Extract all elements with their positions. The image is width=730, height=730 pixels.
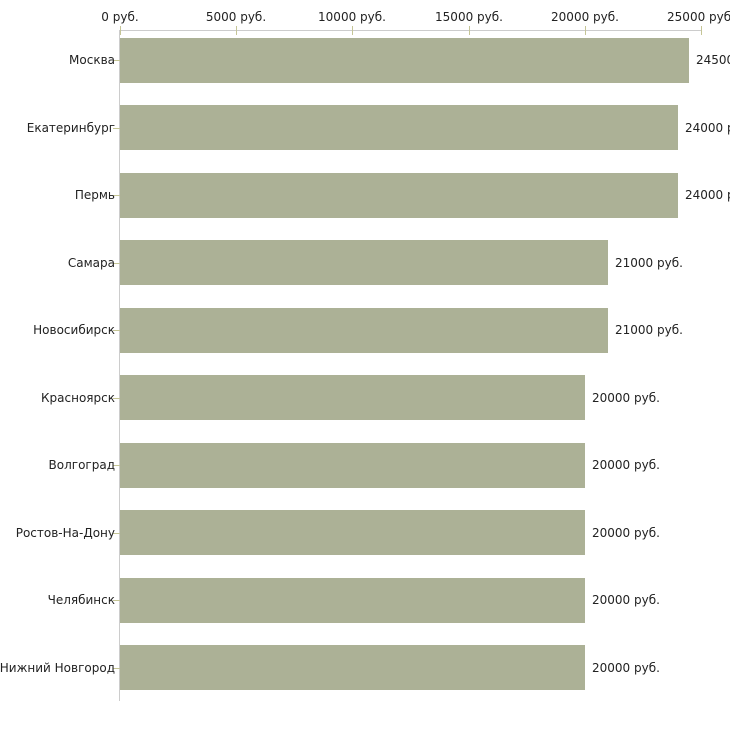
y-axis-tick — [113, 195, 120, 196]
value-label: 20000 руб. — [592, 458, 660, 472]
y-axis-tick — [113, 533, 120, 534]
bar — [120, 442, 585, 488]
value-label: 24500 руб. — [696, 53, 730, 67]
bar — [120, 37, 689, 83]
x-axis-tick — [236, 26, 237, 35]
category-label: Нижний Новгород — [0, 660, 115, 675]
bar — [120, 375, 585, 420]
y-axis-line — [119, 30, 120, 701]
x-axis-tick — [469, 26, 470, 35]
category-label: Волгоград — [48, 458, 115, 472]
y-axis-tick — [113, 128, 120, 129]
value-label: 20000 руб. — [592, 390, 660, 405]
bar — [120, 510, 585, 555]
x-axis-tick-label: 10000 руб. — [318, 10, 386, 24]
bar — [120, 240, 608, 285]
category-label: Екатеринбург — [26, 120, 115, 135]
x-axis-tick — [352, 26, 353, 35]
category-label: Челябинск — [47, 593, 115, 607]
x-axis-tick — [120, 26, 121, 35]
category-label: Красноярск — [41, 390, 115, 405]
bar — [120, 577, 585, 623]
bar — [120, 172, 678, 218]
category-label: Пермь — [74, 188, 115, 202]
value-label: 20000 руб. — [592, 525, 660, 540]
x-axis-tick-label: 25000 руб. — [667, 10, 730, 24]
y-axis-tick — [113, 668, 120, 669]
bar — [120, 307, 608, 353]
y-axis-tick — [113, 398, 120, 399]
x-axis-tick — [585, 26, 586, 35]
bar — [120, 105, 678, 150]
value-label: 20000 руб. — [592, 593, 660, 607]
category-label: Ростов-На-Дону — [15, 525, 115, 540]
value-label: 20000 руб. — [592, 660, 660, 675]
category-label: Москва — [69, 53, 115, 67]
value-label: 24000 руб. — [685, 120, 730, 135]
category-label: Новосибирск — [33, 323, 115, 337]
x-axis-tick-label: 5000 руб. — [205, 10, 267, 24]
y-axis-tick — [113, 60, 120, 61]
value-label: 21000 руб. — [615, 255, 683, 270]
y-axis-tick — [113, 465, 120, 466]
x-axis-tick-label: 0 руб. — [101, 10, 139, 24]
value-label: 21000 руб. — [615, 323, 683, 337]
y-axis-tick — [113, 600, 120, 601]
category-label: Самара — [67, 255, 115, 270]
y-axis-tick — [113, 263, 120, 264]
x-axis-tick-label: 20000 руб. — [551, 10, 619, 24]
x-axis-tick — [701, 26, 702, 35]
value-label: 24000 руб. — [685, 188, 730, 202]
y-axis-tick — [113, 330, 120, 331]
bar — [120, 645, 585, 690]
x-axis-line — [120, 30, 701, 31]
x-axis-tick-label: 15000 руб. — [435, 10, 503, 24]
